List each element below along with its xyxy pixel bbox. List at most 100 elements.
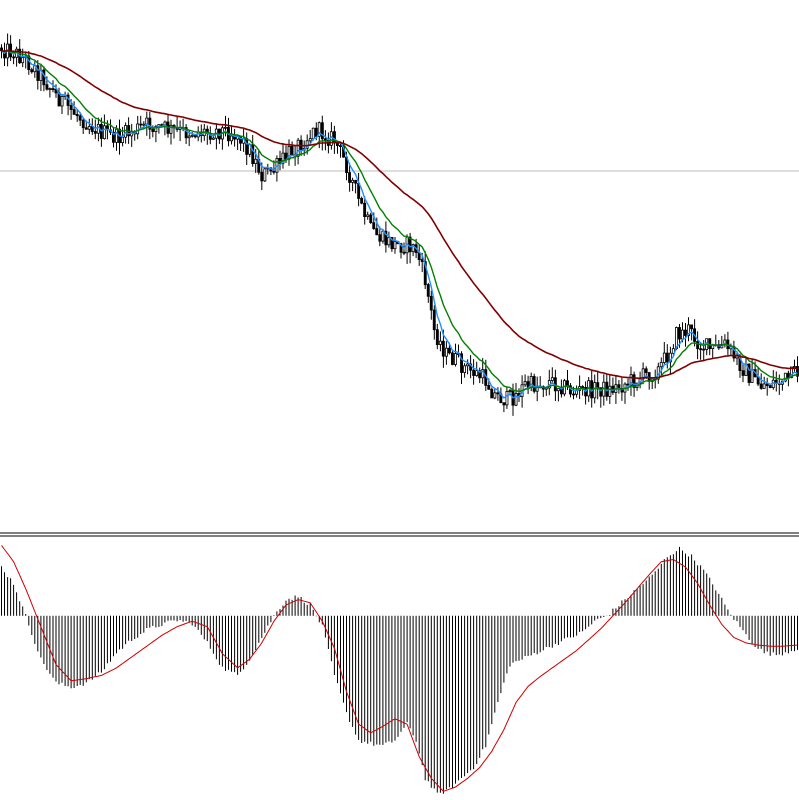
candle-body xyxy=(450,352,454,365)
candle-body xyxy=(508,390,512,393)
candle-body xyxy=(765,383,769,386)
candle-body xyxy=(30,69,34,73)
candle-body xyxy=(390,236,394,250)
candle-body xyxy=(121,136,124,143)
candle-body xyxy=(223,126,227,129)
candle-body xyxy=(684,329,687,336)
candle-body xyxy=(154,126,158,133)
candle-body xyxy=(272,170,276,173)
candle-body xyxy=(169,124,173,134)
candle-body xyxy=(375,228,379,236)
candle-body xyxy=(254,158,258,165)
candle-body xyxy=(338,145,342,148)
candle-body xyxy=(786,372,790,378)
candle-body xyxy=(75,114,79,117)
candle-body xyxy=(696,340,700,350)
candle-body xyxy=(148,117,152,130)
candle-body xyxy=(750,369,754,383)
candle-body xyxy=(632,374,636,388)
candle-body xyxy=(550,377,554,381)
candle-body xyxy=(460,353,463,373)
candle-body xyxy=(48,88,52,90)
candle-body xyxy=(187,135,191,139)
candle-body xyxy=(115,128,118,143)
candle-body xyxy=(57,92,61,107)
candle-body xyxy=(139,123,143,126)
oscillator-histogram xyxy=(1,546,798,794)
candle-body xyxy=(360,197,364,204)
candle-body xyxy=(429,295,433,311)
candle-body xyxy=(387,236,391,246)
panel-separator xyxy=(0,532,799,537)
candle-body xyxy=(668,352,672,363)
candle-body xyxy=(496,392,500,395)
candle-body xyxy=(51,88,55,90)
candle-body xyxy=(93,131,97,134)
candle-body xyxy=(378,234,382,242)
candle-body xyxy=(472,369,476,376)
candle-body xyxy=(502,402,506,406)
price-candles xyxy=(0,33,799,416)
candle-body xyxy=(438,340,442,345)
candle-body xyxy=(681,329,684,340)
oscillator-panel xyxy=(1,545,798,794)
candle-body xyxy=(78,115,82,121)
candle-body xyxy=(678,327,681,340)
candle-body xyxy=(759,383,763,389)
candle-body xyxy=(687,324,690,336)
oscillator-signal-line xyxy=(1,545,798,792)
candle-body xyxy=(151,128,155,132)
candle-body xyxy=(402,251,406,254)
candle-body xyxy=(363,202,367,217)
candle-body xyxy=(84,127,88,130)
candle-body xyxy=(211,137,215,140)
candle-body xyxy=(444,347,448,357)
candle-body xyxy=(426,284,430,297)
candle-body xyxy=(60,96,64,107)
candle-body xyxy=(317,122,321,137)
candle-body xyxy=(453,353,457,365)
moving-averages xyxy=(1,49,798,399)
candle-body xyxy=(190,134,194,137)
candle-body xyxy=(747,363,751,383)
candle-body xyxy=(369,214,373,223)
candle-body xyxy=(348,172,351,183)
candle-body xyxy=(478,370,482,379)
candle-body xyxy=(411,244,415,253)
moving-average-line xyxy=(1,49,798,393)
candle-body xyxy=(599,387,603,397)
candle-body xyxy=(423,261,427,286)
candle-body xyxy=(72,109,76,115)
candle-body xyxy=(230,135,233,142)
candle-body xyxy=(308,138,312,142)
candle-body xyxy=(441,340,445,357)
candle-body xyxy=(699,348,703,351)
candle-body xyxy=(608,385,612,397)
candle-body xyxy=(593,382,597,399)
candle-body xyxy=(314,127,318,137)
candle-body xyxy=(581,386,584,389)
candle-body xyxy=(790,366,793,378)
candle-body xyxy=(408,236,412,253)
candle-body xyxy=(320,122,324,140)
candle-body xyxy=(505,391,509,406)
candle-body xyxy=(281,152,285,164)
candle-body xyxy=(690,324,693,330)
candle-body xyxy=(263,168,267,182)
candle-body xyxy=(384,230,388,246)
candle-body xyxy=(69,105,73,110)
candle-body xyxy=(566,380,569,387)
candle-body xyxy=(311,127,315,139)
candle-body xyxy=(572,393,575,396)
candle-body xyxy=(662,352,666,363)
candle-body xyxy=(136,123,140,135)
candle-body xyxy=(487,384,491,390)
candle-body xyxy=(103,125,106,140)
candle-body xyxy=(490,388,494,399)
candle-body xyxy=(556,388,560,392)
candle-body xyxy=(36,65,40,81)
candle-body xyxy=(762,383,766,389)
price-panel xyxy=(0,33,799,416)
candle-body xyxy=(142,123,146,126)
